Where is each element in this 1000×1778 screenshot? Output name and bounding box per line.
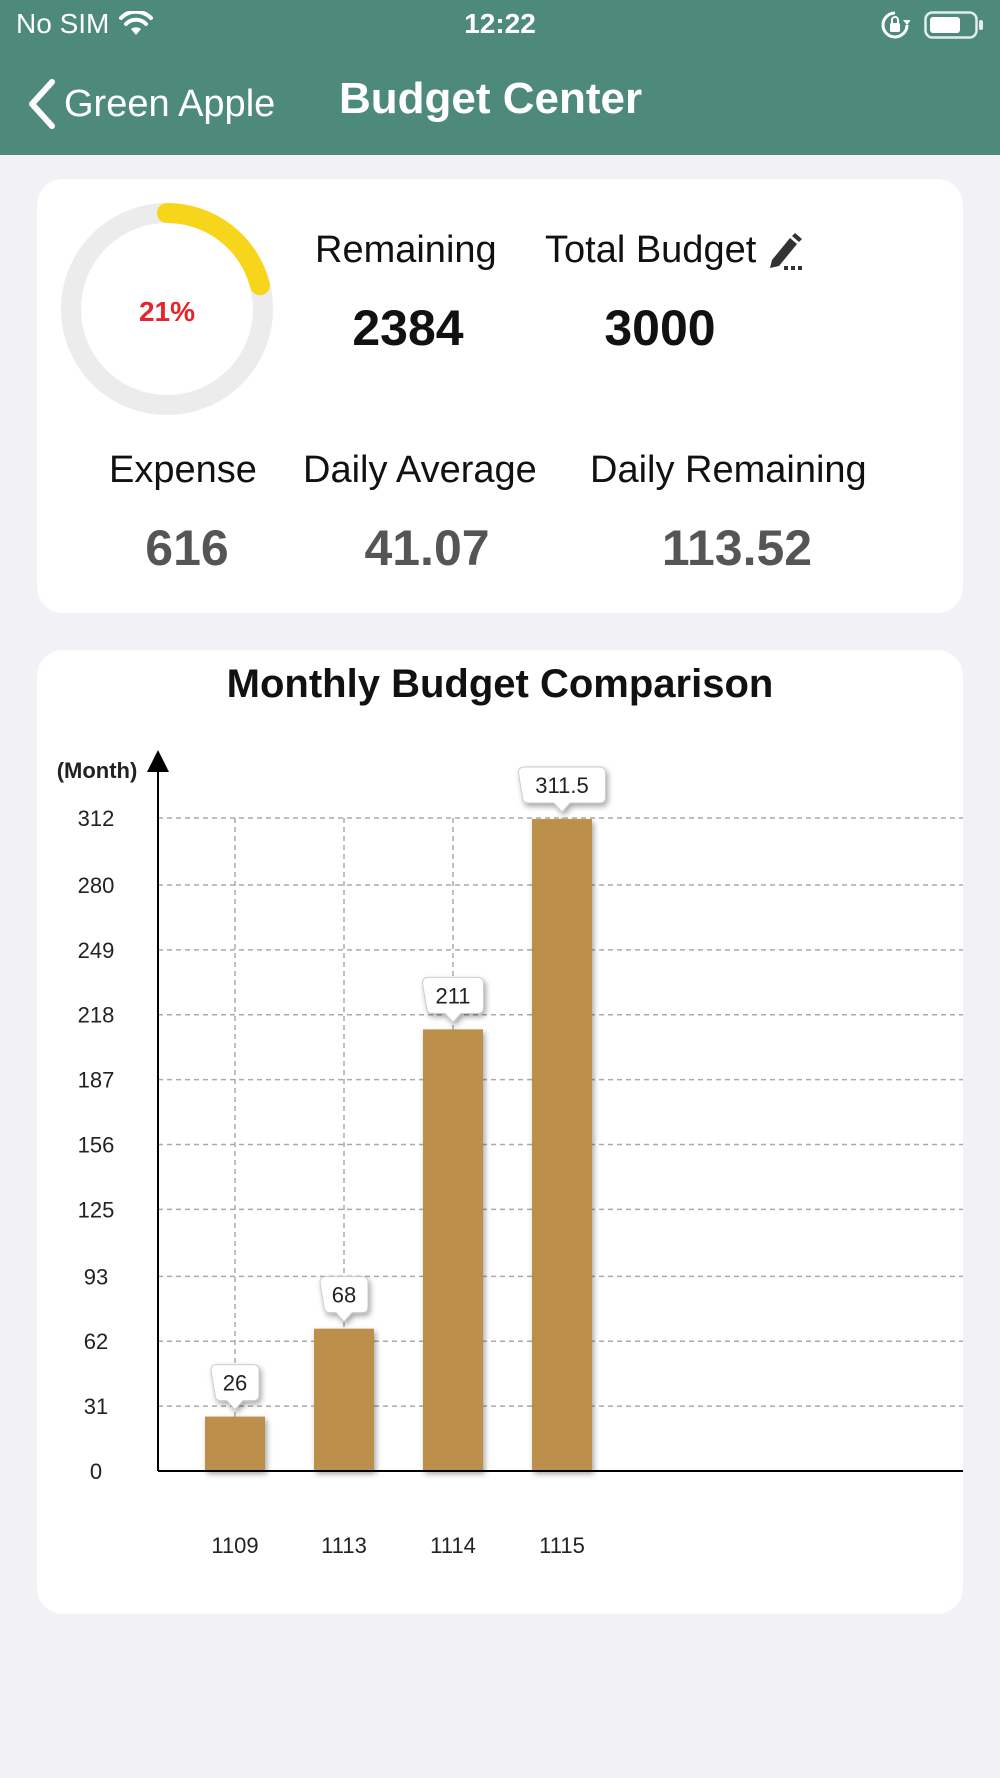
back-label: Green Apple — [64, 82, 276, 125]
chart-title: Monthly Budget Comparison — [226, 662, 774, 706]
monthly-comparison-card: Monthly Budget Comparison 0 31 62 93 125 156 1… — [37, 650, 963, 1614]
back-button[interactable]: Green Apple — [26, 78, 275, 130]
y-axis-label: (Month) — [57, 758, 138, 783]
data-label: 311.5 — [535, 773, 588, 798]
progress-percent-label: 21% — [139, 296, 195, 327]
status-right — [880, 10, 984, 40]
x-tick-label: 1114 — [430, 1533, 476, 1558]
y-tick-label: 218 — [78, 1003, 115, 1028]
remaining-label: Remaining — [315, 229, 497, 271]
y-tick-label: 0 — [90, 1459, 102, 1484]
total-budget-value: 3000 — [604, 300, 716, 356]
y-tick-label: 312 — [78, 806, 115, 831]
edit-pencil-icon[interactable] — [764, 230, 806, 272]
status-time: 12:22 — [464, 8, 536, 39]
value-bubble — [517, 766, 606, 813]
data-label: 211 — [435, 983, 470, 1008]
status-carrier: No SIM — [16, 8, 154, 40]
y-axis-arrow — [147, 750, 169, 772]
app-header: No SIM 12:22 Green Apple Budget Center — [0, 0, 1000, 155]
navigation-bar: Green Apple Budget Center — [0, 68, 1000, 138]
bar-1114 — [423, 1029, 483, 1471]
battery-icon — [924, 11, 983, 39]
x-tick-label: 1113 — [321, 1533, 367, 1558]
y-tick-label: 31 — [84, 1394, 108, 1419]
y-tick-label: 280 — [78, 873, 115, 898]
wifi-icon — [119, 11, 154, 35]
data-label: 26 — [223, 1371, 247, 1396]
total-budget-text: Total Budget — [545, 229, 757, 271]
y-tick-label: 156 — [78, 1133, 115, 1158]
data-label: 68 — [332, 1283, 356, 1308]
bar-1109 — [205, 1416, 265, 1471]
value-bubble — [319, 1276, 369, 1323]
page-title: Budget Center — [339, 74, 643, 123]
daily-remaining-value: 113.52 — [661, 520, 813, 576]
remaining-value: 2384 — [352, 300, 464, 356]
expense-value: 616 — [145, 520, 229, 576]
y-tick-label: 125 — [78, 1197, 115, 1222]
y-tick-label: 62 — [84, 1329, 108, 1354]
y-tick-label: 249 — [78, 938, 115, 963]
daily-average-label: Daily Average — [303, 449, 537, 491]
x-tick-label: 1115 — [539, 1533, 585, 1558]
y-tick-label: 187 — [78, 1068, 115, 1093]
y-tick-label: 93 — [84, 1264, 108, 1289]
expense-label: Expense — [109, 449, 257, 491]
chevron-left-icon — [29, 79, 55, 129]
total-budget-label[interactable]: Total Budget — [545, 229, 806, 272]
rotation-lock-icon — [881, 11, 910, 39]
carrier-text: No SIM — [16, 8, 110, 39]
daily-average-value: 41.07 — [364, 520, 490, 576]
daily-remaining-label: Daily Remaining — [590, 449, 867, 491]
bar-1115 — [532, 819, 592, 1471]
budget-progress-ring: 21% — [61, 203, 273, 415]
x-tick-label: 1109 — [211, 1533, 258, 1558]
value-bubble — [421, 976, 484, 1024]
bar-chart: 0 31 62 93 125 156 187 218 249 280 312 26 1109 68 1113… — [57, 750, 963, 1558]
progress-ring-arc — [61, 203, 273, 415]
budget-summary-card: 21% Remaining 2384 Total Budget 3000 Exp… — [37, 179, 963, 613]
value-bubble — [210, 1364, 260, 1411]
bar-1113 — [314, 1328, 374, 1471]
